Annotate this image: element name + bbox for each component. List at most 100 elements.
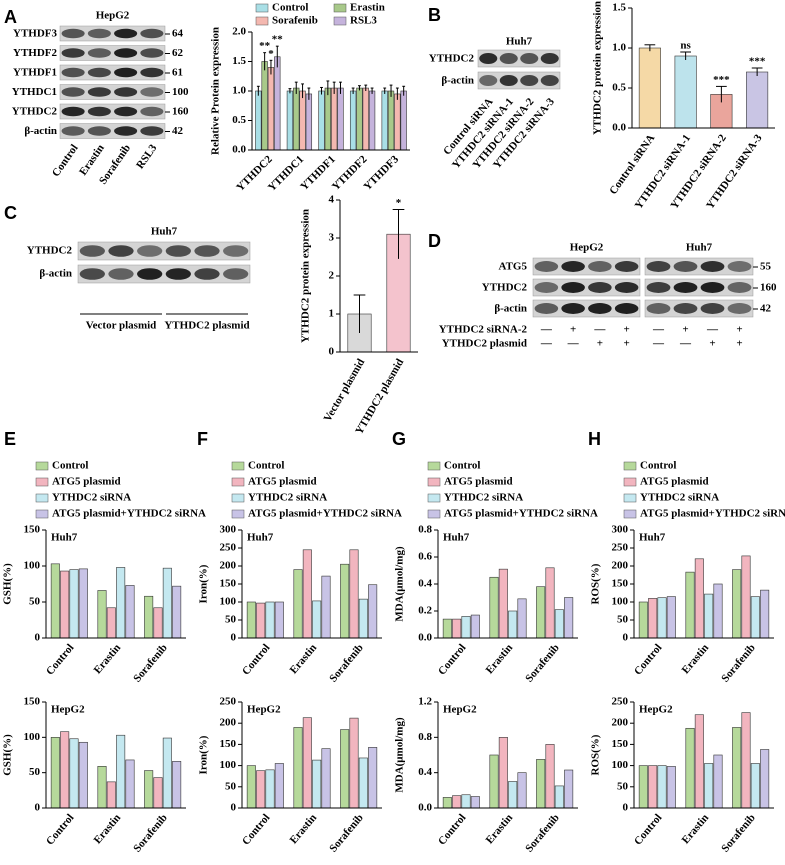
- bar: [293, 87, 300, 151]
- panel-letter: A: [4, 7, 17, 27]
- bar: [442, 618, 452, 639]
- legend-label: Control: [444, 460, 480, 472]
- x-tick-label: Erastin: [484, 642, 516, 676]
- legend-swatch: [427, 509, 441, 519]
- legend-swatch: [623, 461, 637, 471]
- legend-swatch: [427, 477, 441, 487]
- x-tick-label: Sorafenib: [131, 642, 170, 685]
- y-tick-label: 200: [612, 560, 629, 572]
- bar: [554, 785, 564, 809]
- y-tick-label: 100: [220, 759, 237, 771]
- blot-band: [140, 28, 164, 39]
- blot-band: [700, 282, 725, 293]
- bar: [498, 568, 508, 639]
- blot-band: [140, 106, 164, 117]
- y-tick-label: 1.0: [612, 42, 626, 54]
- y-tick-label: 250: [220, 696, 237, 708]
- blot-band: [79, 245, 105, 257]
- blot-strip: [477, 49, 561, 68]
- bar: [50, 737, 60, 809]
- blot-band: [140, 67, 164, 78]
- bar: [694, 714, 704, 809]
- panel-letter: F: [197, 429, 208, 449]
- legend-swatch: [231, 477, 245, 487]
- x-tick-label: Sorafenib: [327, 812, 366, 855]
- y-tick-label: 4: [329, 194, 335, 206]
- legend-label: Control: [248, 460, 284, 472]
- y-tick-label: 250: [612, 542, 629, 554]
- cell-line-label: Huh7: [639, 532, 666, 544]
- x-tick-label: Sorafenib: [523, 642, 562, 685]
- bar: [638, 765, 648, 809]
- bar: [293, 569, 303, 639]
- blot-band: [561, 282, 585, 293]
- blot-band: [646, 303, 671, 314]
- bar: [461, 616, 471, 639]
- condition-sign: —: [652, 338, 665, 350]
- blot-row-label: β-actin: [24, 125, 57, 137]
- y-tick-label: 300: [220, 524, 237, 536]
- bar: [750, 763, 760, 809]
- y-tick-label: 150: [220, 738, 237, 750]
- y-tick-label: 3: [329, 232, 335, 244]
- bar: [750, 596, 760, 639]
- y-tick-label: 0.8: [418, 731, 432, 743]
- condition-sign: —: [652, 324, 665, 336]
- legend-swatch: [35, 509, 49, 519]
- y-tick-label: 1.2: [418, 696, 432, 708]
- legend-swatch: [623, 493, 637, 503]
- bar: [470, 796, 480, 809]
- bar: [517, 772, 527, 809]
- panel-letter: D: [428, 231, 441, 251]
- y-tick-label: 50: [617, 780, 629, 792]
- condition-sign: —: [679, 338, 692, 350]
- blot-row-label: YTHDF2: [13, 47, 58, 59]
- bar: [498, 737, 508, 809]
- blot-band: [727, 282, 752, 293]
- legend-label: YTHDC2 siRNA: [52, 492, 131, 504]
- blot-title: Huh7: [686, 242, 713, 254]
- x-tick-label: YTHDF3: [362, 153, 402, 193]
- legend-label: ATG5 plasmid: [248, 476, 317, 488]
- bar: [331, 87, 338, 151]
- y-tick-label: 150: [220, 578, 237, 590]
- y-tick-label: 100: [612, 759, 629, 771]
- blot-band: [673, 282, 698, 293]
- bar: [648, 765, 658, 809]
- blot-band: [87, 67, 111, 78]
- bar: [674, 55, 697, 129]
- legend-swatch: [35, 493, 49, 503]
- kda-label: 61: [172, 67, 183, 79]
- bar: [394, 93, 401, 151]
- condition-label: YTHDC2 siRNA-2: [439, 324, 528, 336]
- y-tick-label: 0: [623, 632, 629, 644]
- y-tick-label: 100: [612, 596, 629, 608]
- blot-band: [165, 268, 191, 280]
- x-tick-label: Erastin: [680, 642, 712, 676]
- x-tick-label: Vector plasmid: [322, 357, 368, 424]
- bar: [741, 712, 751, 809]
- blot-band: [114, 126, 138, 136]
- y-axis-label: MDA(μmol/mg): [394, 546, 406, 622]
- bar: [489, 754, 499, 809]
- y-tick-label: 0.0: [418, 632, 432, 644]
- blot-band: [87, 28, 111, 39]
- condition-sign: +: [709, 338, 715, 350]
- legend-swatch: [255, 3, 269, 13]
- blot-band: [673, 261, 698, 272]
- y-tick-label: 200: [220, 560, 237, 572]
- bar: [69, 569, 79, 639]
- y-tick-label: 0: [231, 632, 237, 644]
- blot-title: HepG2: [96, 10, 130, 22]
- bar: [69, 738, 79, 809]
- condition-sign: —: [706, 324, 719, 336]
- blot-row-label: YTHDC2: [482, 282, 528, 294]
- y-tick-label: 1: [329, 308, 335, 320]
- bar: [60, 731, 70, 809]
- x-tick-label: Erastin: [92, 642, 124, 676]
- y-tick-label: 1.5: [232, 55, 246, 67]
- y-tick-label: 250: [612, 696, 629, 708]
- y-axis-label: YTHDC2 protein expression: [592, 1, 604, 135]
- bar: [78, 741, 88, 809]
